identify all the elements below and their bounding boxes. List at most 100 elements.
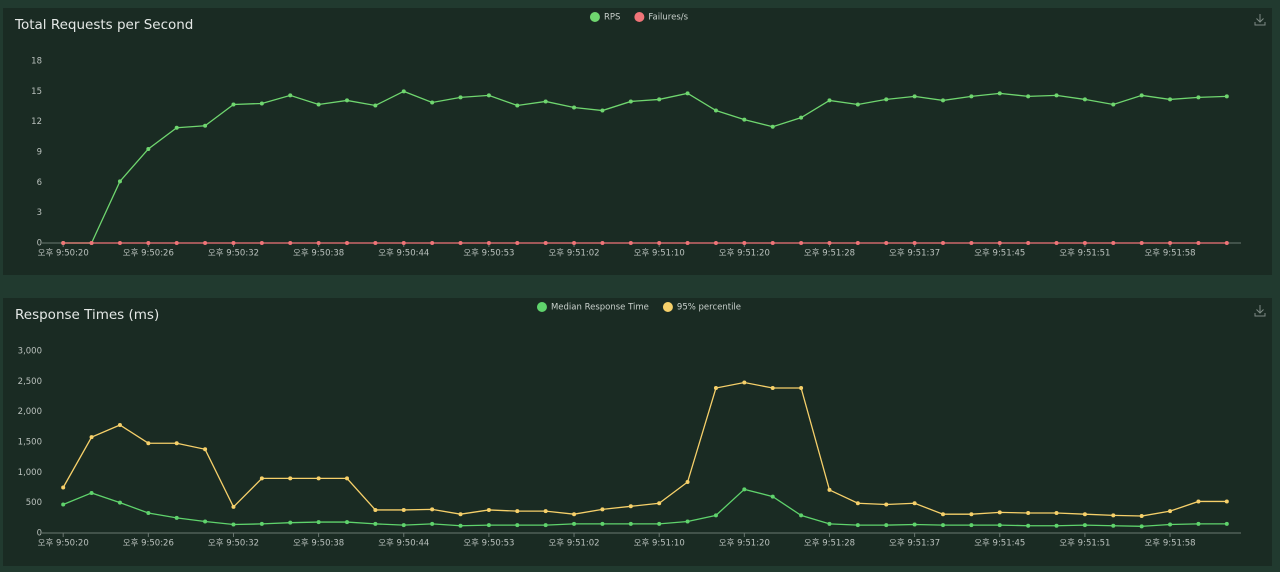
data-point bbox=[600, 521, 605, 526]
x-tick-label: 오후 9:50:32 bbox=[208, 249, 259, 259]
data-point bbox=[1196, 499, 1201, 504]
data-point bbox=[742, 241, 747, 245]
data-point bbox=[912, 501, 917, 506]
data-point bbox=[997, 91, 1002, 96]
data-point bbox=[685, 519, 690, 524]
data-point bbox=[288, 476, 293, 481]
data-point bbox=[1139, 524, 1144, 529]
data-point bbox=[373, 103, 378, 108]
data-point bbox=[345, 241, 349, 245]
data-point bbox=[1082, 523, 1087, 528]
data-point bbox=[288, 93, 293, 98]
series-line bbox=[63, 90, 1227, 244]
data-point bbox=[373, 507, 378, 512]
data-point bbox=[1224, 241, 1229, 245]
data-point bbox=[969, 94, 974, 99]
data-point bbox=[231, 102, 236, 107]
data-point bbox=[316, 476, 321, 481]
data-point bbox=[969, 512, 974, 517]
panel bbox=[3, 8, 1272, 275]
data-point bbox=[486, 523, 491, 528]
data-point bbox=[373, 241, 378, 245]
chart-title: Response Times (ms) bbox=[15, 307, 159, 323]
x-tick-label: 오후 9:51:51 bbox=[1059, 249, 1110, 259]
data-point bbox=[912, 522, 917, 527]
data-point bbox=[799, 241, 804, 245]
data-point bbox=[600, 108, 605, 113]
data-point bbox=[203, 123, 208, 128]
y-tick-label: 1,000 bbox=[18, 468, 42, 478]
legend-marker bbox=[536, 302, 547, 312]
data-point bbox=[770, 386, 775, 391]
data-point bbox=[458, 95, 463, 100]
data-point bbox=[770, 494, 775, 499]
data-point bbox=[742, 380, 747, 385]
x-tick-label: 오후 9:51:02 bbox=[548, 249, 599, 259]
data-point bbox=[345, 476, 349, 481]
data-point bbox=[1168, 241, 1173, 245]
data-point bbox=[657, 521, 662, 526]
data-point bbox=[174, 241, 179, 245]
download-icon[interactable] bbox=[1254, 14, 1266, 26]
x-tick-label: 오후 9:51:45 bbox=[974, 539, 1025, 549]
data-point bbox=[61, 241, 66, 245]
y-tick-label: 2,500 bbox=[18, 377, 42, 387]
y-tick-label: 12 bbox=[31, 117, 42, 127]
x-tick-label: 오후 9:50:20 bbox=[38, 539, 89, 549]
x-tick-label: 오후 9:51:28 bbox=[804, 539, 855, 549]
data-point bbox=[458, 241, 463, 245]
data-point bbox=[430, 521, 435, 526]
data-point bbox=[401, 89, 406, 94]
download-icon[interactable] bbox=[1254, 305, 1266, 317]
data-point bbox=[572, 521, 577, 526]
data-point bbox=[572, 512, 577, 517]
data-point bbox=[543, 241, 548, 245]
y-tick-label: 6 bbox=[37, 178, 42, 188]
data-point bbox=[259, 521, 264, 526]
data-point bbox=[1026, 510, 1031, 515]
x-tick-label: 오후 9:50:26 bbox=[123, 249, 174, 259]
data-point bbox=[543, 99, 548, 104]
data-point bbox=[401, 523, 406, 528]
data-point bbox=[628, 99, 633, 104]
data-point bbox=[827, 98, 832, 103]
data-point bbox=[1026, 523, 1031, 528]
data-point bbox=[1196, 241, 1201, 245]
data-point bbox=[515, 523, 520, 528]
data-point bbox=[174, 441, 179, 446]
data-point bbox=[430, 241, 435, 245]
data-point bbox=[543, 523, 548, 528]
data-point bbox=[117, 423, 122, 428]
data-point bbox=[1196, 95, 1201, 100]
x-tick-label: 오후 9:51:28 bbox=[804, 249, 855, 259]
x-tick-label: 오후 9:51:45 bbox=[974, 249, 1025, 259]
data-point bbox=[628, 504, 633, 509]
x-tick-label: 오후 9:50:38 bbox=[293, 249, 344, 259]
data-point bbox=[259, 476, 264, 481]
y-tick-label: 1,500 bbox=[18, 438, 42, 448]
data-point bbox=[1139, 241, 1144, 245]
x-tick-label: 오후 9:51:20 bbox=[719, 539, 770, 549]
data-point bbox=[799, 513, 804, 518]
data-point bbox=[1139, 93, 1144, 98]
data-point bbox=[1054, 510, 1059, 515]
data-point bbox=[1111, 241, 1116, 245]
data-point bbox=[174, 125, 179, 130]
data-point bbox=[174, 515, 179, 520]
data-point bbox=[1168, 522, 1173, 527]
data-point bbox=[89, 490, 94, 495]
y-tick-label: 15 bbox=[31, 87, 42, 97]
data-point bbox=[799, 115, 804, 120]
data-point bbox=[600, 241, 605, 245]
legend-marker bbox=[662, 302, 673, 312]
data-point bbox=[430, 100, 435, 105]
data-point bbox=[1082, 512, 1087, 517]
data-point bbox=[742, 117, 747, 122]
data-point bbox=[884, 97, 889, 102]
data-point bbox=[231, 241, 236, 245]
data-point bbox=[827, 521, 832, 526]
series-line bbox=[62, 381, 1227, 517]
data-point bbox=[1111, 513, 1116, 518]
